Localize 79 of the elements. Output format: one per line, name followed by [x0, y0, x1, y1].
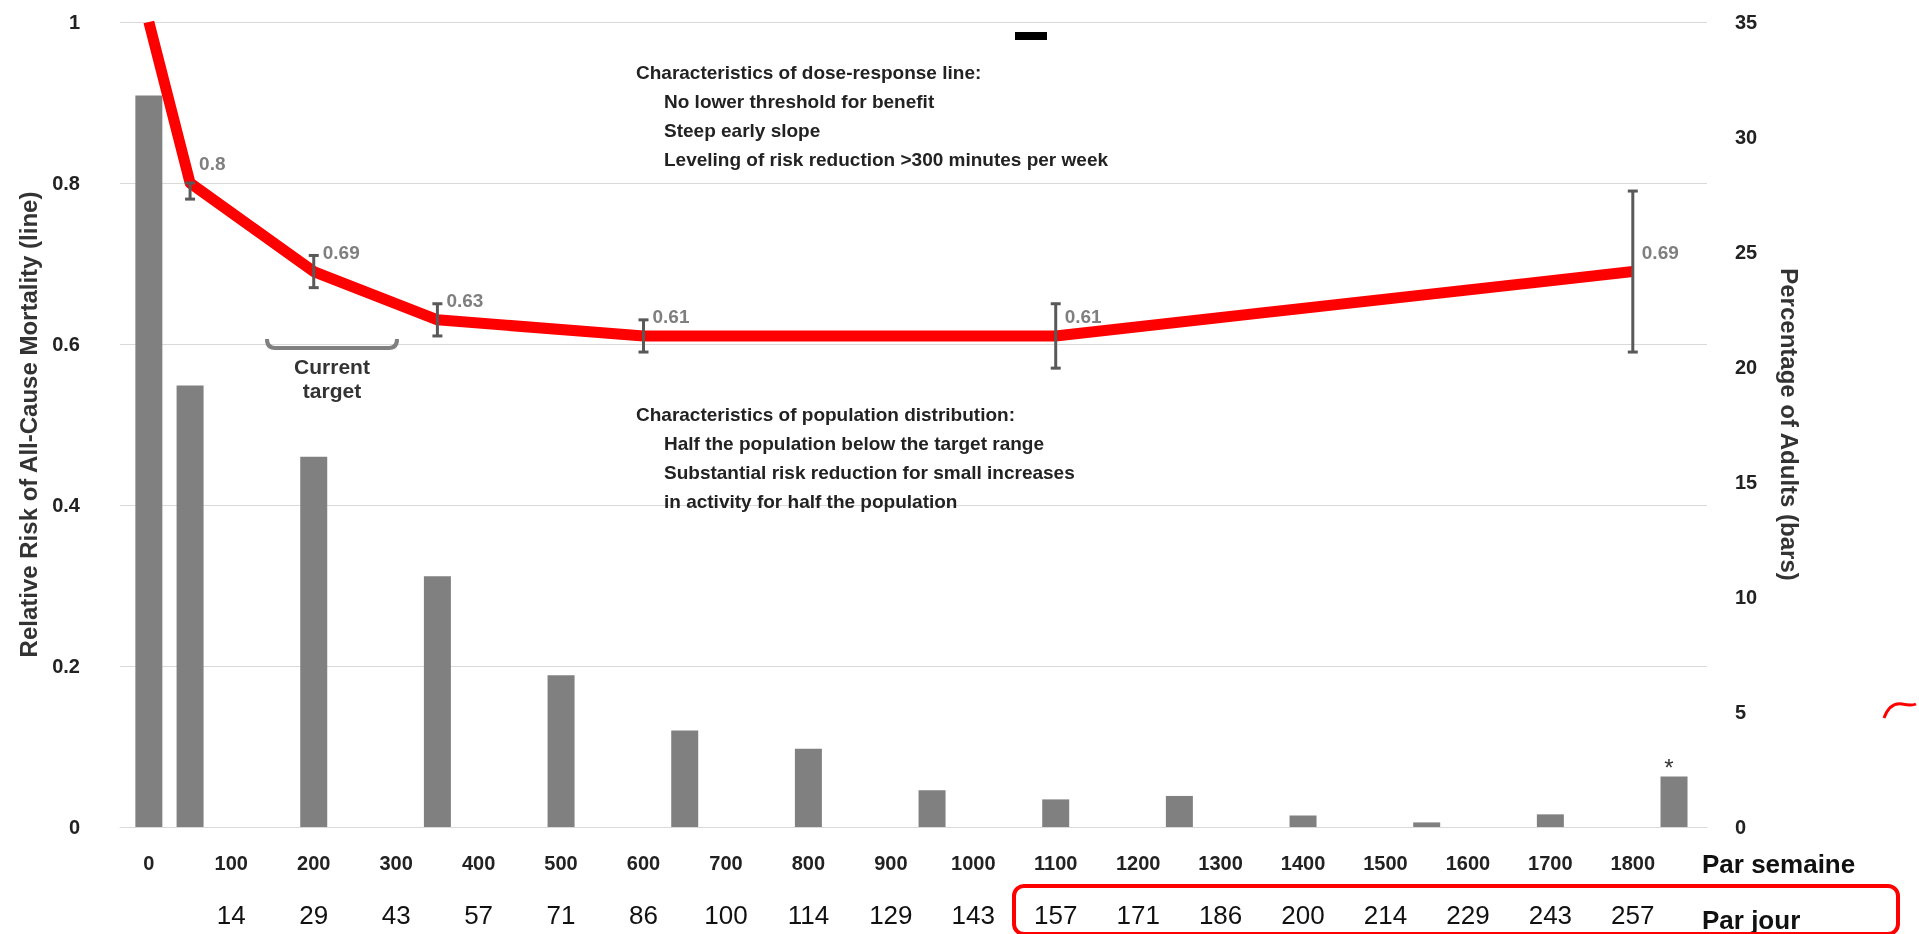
y-tick-label: 0.6 — [52, 333, 80, 355]
x-tick-label: 600 — [626, 852, 661, 874]
data-label: 0.8 — [199, 153, 226, 174]
y-tick-label: 0.8 — [52, 172, 80, 194]
bar — [1536, 814, 1564, 827]
y-tick-label: 0 — [68, 816, 80, 838]
x2-tick-label: 129 — [869, 900, 913, 930]
x-tick-label: 400 — [461, 852, 496, 874]
bar — [918, 790, 946, 827]
x-tick-label: 1600 — [1445, 852, 1491, 874]
x2-tick-label: 14 — [216, 900, 246, 930]
x-tick-label: 1300 — [1198, 852, 1243, 874]
annotation: Current target — [293, 355, 371, 403]
y2-tick-label: 35 — [1735, 11, 1758, 33]
x2-tick-label: 114 — [787, 900, 830, 930]
y2-tick-label: 25 — [1735, 241, 1758, 263]
bar — [423, 576, 451, 827]
x-tick-label: 800 — [791, 852, 826, 874]
x-tick-label: 1100 — [1034, 852, 1078, 874]
y2-tick-label: 20 — [1735, 356, 1758, 378]
bar — [176, 385, 204, 827]
x-tick-label: 1000 — [951, 852, 996, 874]
bar — [1413, 822, 1441, 827]
x2-tick-label: 229 — [1446, 900, 1490, 930]
x-tick-label: 1200 — [1115, 852, 1161, 874]
x2-tick-label: 186 — [1198, 900, 1243, 930]
x2-axis-title: Par jour — [1702, 905, 1801, 934]
bar — [300, 456, 328, 827]
x-tick-label: 300 — [379, 852, 413, 874]
x-tick-label: 0 — [143, 852, 155, 874]
y2-tick-label: 10 — [1735, 586, 1758, 608]
x2-tick-label: 29 — [299, 900, 329, 930]
data-label: 0.61 — [1064, 305, 1103, 327]
y2-tick-label: 5 — [1735, 701, 1747, 723]
data-label: 0.63 — [446, 289, 484, 311]
data-label: 0.69 — [1641, 241, 1679, 263]
y2-tick-label: 15 — [1735, 471, 1758, 493]
x-axis-title: Par semaine — [1702, 849, 1856, 879]
bar — [1165, 795, 1193, 827]
x2-tick-label: 157 — [1034, 900, 1078, 930]
bar — [547, 675, 575, 827]
x-tick-label: 1400 — [1280, 852, 1326, 874]
x-tick-label: 200 — [297, 852, 331, 874]
x-tick-label: 1500 — [1363, 852, 1408, 874]
annotation: Characteristics of dose-response line: No lower threshold for benefit Steep early slope Leveling of risk reduction >300 minutes per week — [636, 61, 1109, 172]
x-tick-label: 500 — [544, 852, 578, 874]
bar — [671, 730, 699, 827]
x2-tick-label: 86 — [629, 900, 658, 930]
x2-tick-label: 257 — [1611, 900, 1655, 930]
x2-tick-label: 100 — [704, 900, 748, 930]
x2-tick-label: 43 — [381, 900, 411, 930]
x-tick-label: 1700 — [1528, 852, 1573, 874]
bar — [1289, 815, 1317, 827]
x2-tick-label: 200 — [1281, 900, 1325, 930]
y-tick-label: 0.2 — [52, 655, 80, 677]
y2-tick-label: 0 — [1735, 816, 1747, 838]
annotation: * — [1664, 754, 1674, 782]
annotation: Characteristics of population distribution: Half the population below the target range Substantial risk reduction for small increases in activity for half the population — [636, 403, 1075, 514]
x2-tick-label: 214 — [1363, 900, 1408, 930]
bar — [794, 748, 822, 827]
data-label: 0.61 — [652, 305, 690, 327]
y2-axis-title: Percentage of Adults (bars) — [1775, 268, 1803, 581]
x-tick-label: 100 — [214, 852, 248, 874]
bar — [135, 95, 163, 827]
bar — [1660, 776, 1688, 827]
y-tick-label: 1 — [68, 11, 80, 33]
x-tick-label: 900 — [874, 852, 908, 874]
x2-tick-label: 143 — [951, 900, 995, 930]
y2-tick-label: 30 — [1735, 126, 1758, 148]
x2-tick-label: 243 — [1528, 900, 1573, 930]
x2-tick-label: 57 — [464, 900, 494, 930]
x-tick-label: 700 — [709, 852, 743, 874]
x2-tick-label: 71 — [546, 900, 576, 930]
y-axis-title: Relative Risk of All-Cause Mortality (line) — [14, 191, 42, 658]
bar — [1042, 799, 1070, 827]
x-tick-label: 1800 — [1610, 852, 1656, 874]
data-label: 0.69 — [322, 241, 360, 263]
y-tick-label: 0.4 — [52, 494, 81, 516]
x2-tick-label: 171 — [1116, 900, 1160, 930]
